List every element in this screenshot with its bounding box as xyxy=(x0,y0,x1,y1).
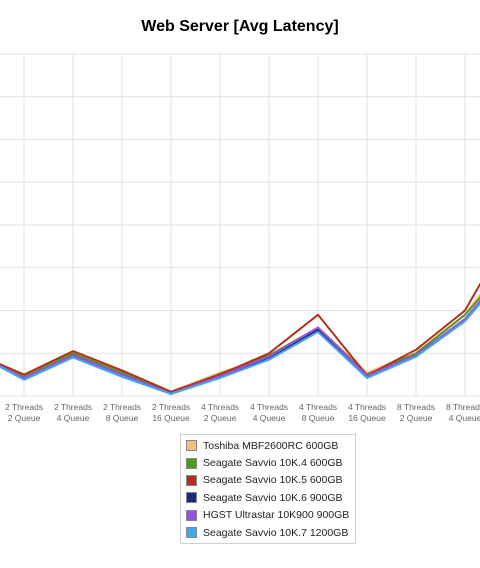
legend-swatch xyxy=(186,509,197,521)
chart-title: Web Server [Avg Latency] xyxy=(141,18,339,35)
legend-swatch xyxy=(186,474,197,486)
legend-item[interactable]: Seagate Savvio 10K.6 900GB xyxy=(181,489,355,506)
legend-item[interactable]: Seagate Savvio 10K.7 1200GB xyxy=(181,524,355,541)
legend-item[interactable]: HGST Ultrastar 10K900 900GB xyxy=(181,507,355,524)
legend-label: Seagate Savvio 10K.7 1200GB xyxy=(203,526,349,539)
x-tick-label: 2 Threads xyxy=(103,402,141,412)
legend-label: Seagate Savvio 10K.6 900GB xyxy=(203,491,343,504)
x-tick-label: 4 Queue xyxy=(449,413,480,423)
legend-swatch xyxy=(186,457,197,469)
legend-label: Seagate Savvio 10K.4 600GB xyxy=(203,457,343,470)
x-tick-label: 8 Threads xyxy=(446,402,480,412)
x-tick-label: 16 Queue xyxy=(152,413,190,423)
x-tick-label: 16 Queue xyxy=(348,413,386,423)
x-tick-label: 8 Queue xyxy=(106,413,139,423)
legend-label: Toshiba MBF2600RC 600GB xyxy=(203,439,339,452)
legend-label: Seagate Savvio 10K.5 600GB xyxy=(203,474,343,487)
x-tick-label: 4 Queue xyxy=(253,413,286,423)
legend-swatch xyxy=(186,440,197,452)
series-line-4 xyxy=(0,299,480,395)
x-tick-label: 2 Queue xyxy=(204,413,237,423)
x-tick-label: 8 Threads xyxy=(397,402,435,412)
chart-legend: Toshiba MBF2600RC 600GB Seagate Savvio 10… xyxy=(180,434,356,545)
x-tick-label: 4 Threads xyxy=(348,402,386,412)
x-tick-label: 2 Queue xyxy=(400,413,433,423)
legend-label: HGST Ultrastar 10K900 900GB xyxy=(203,509,350,522)
legend-item[interactable]: Seagate Savvio 10K.4 600GB xyxy=(181,454,355,471)
legend-swatch xyxy=(186,492,197,504)
x-tick-label: 8 Queue xyxy=(302,413,335,423)
legend-item[interactable]: Toshiba MBF2600RC 600GB xyxy=(181,437,355,454)
series-line-5 xyxy=(0,299,480,395)
legend-item[interactable]: Seagate Savvio 10K.5 600GB xyxy=(181,472,355,489)
series-line-6 xyxy=(0,301,480,395)
x-tick-label: 4 Threads xyxy=(299,402,337,412)
x-tick-label: 4 Threads xyxy=(201,402,239,412)
series-line-3 xyxy=(0,282,480,393)
series-line-2 xyxy=(0,296,480,394)
x-tick-label: 4 Queue xyxy=(57,413,90,423)
x-tick-label: 2 Threads xyxy=(152,402,190,412)
legend-swatch xyxy=(186,527,197,539)
x-tick-label: 2 Threads xyxy=(54,402,92,412)
x-tick-label: 2 Queue xyxy=(8,413,41,423)
x-tick-label: 2 Threads xyxy=(5,402,43,412)
x-tick-label: 4 Threads xyxy=(250,402,288,412)
